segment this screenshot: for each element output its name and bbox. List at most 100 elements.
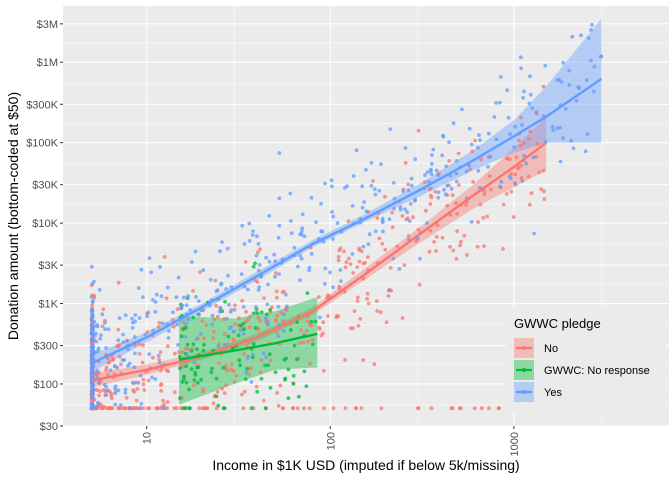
data-point — [405, 210, 409, 215]
data-point — [350, 204, 355, 208]
data-point — [297, 394, 301, 399]
data-point — [337, 286, 342, 291]
data-point — [390, 210, 394, 215]
data-point — [323, 181, 327, 186]
data-point — [248, 365, 253, 370]
grid-minor — [63, 6, 669, 426]
data-point — [232, 308, 237, 312]
data-point — [175, 307, 180, 312]
data-point — [343, 185, 347, 190]
data-point — [189, 349, 194, 353]
data-point — [509, 189, 514, 194]
data-point — [309, 195, 314, 200]
data-point — [133, 351, 137, 356]
data-point — [354, 406, 358, 411]
data-point — [410, 183, 414, 188]
data-point — [330, 184, 334, 189]
data-point — [361, 358, 365, 362]
data-point — [201, 268, 206, 272]
data-point — [314, 220, 318, 225]
data-point — [159, 382, 164, 386]
data-point — [465, 253, 469, 257]
data-point — [598, 54, 603, 59]
data-point — [165, 400, 170, 404]
data-point — [262, 296, 266, 300]
data-point — [498, 75, 503, 79]
data-point — [140, 295, 145, 299]
data-point — [386, 294, 391, 298]
data-point — [145, 330, 150, 334]
data-point — [113, 391, 117, 396]
data-point — [211, 336, 216, 340]
data-point — [448, 244, 452, 249]
data-point — [258, 318, 263, 323]
data-point — [241, 327, 246, 332]
data-point — [221, 317, 226, 322]
data-point — [406, 234, 411, 238]
data-point — [170, 318, 175, 322]
data-point — [231, 329, 236, 334]
data-point — [258, 370, 263, 375]
data-point — [251, 264, 256, 269]
data-point — [97, 393, 101, 398]
data-point — [166, 369, 171, 374]
data-point — [464, 203, 468, 207]
data-point — [193, 249, 198, 254]
data-point — [156, 325, 161, 329]
data-point — [94, 339, 99, 344]
data-point — [268, 307, 272, 312]
data-point — [416, 128, 421, 133]
data-point — [90, 386, 95, 391]
data-point — [518, 143, 523, 148]
data-point — [430, 153, 434, 158]
data-point — [281, 406, 285, 411]
data-point — [297, 278, 302, 283]
data-point — [256, 316, 261, 320]
scatter-points — [89, 22, 604, 411]
data-point — [567, 68, 571, 73]
data-point — [402, 263, 407, 267]
data-point — [494, 137, 499, 142]
data-point — [256, 250, 260, 255]
data-point — [501, 202, 506, 207]
data-point — [258, 247, 262, 252]
data-point — [331, 406, 336, 411]
data-point — [92, 279, 96, 284]
data-point — [141, 343, 145, 348]
data-point — [348, 262, 353, 266]
data-point — [153, 300, 158, 304]
data-point — [296, 264, 300, 269]
data-point — [275, 391, 279, 395]
data-point — [273, 275, 277, 279]
data-point — [240, 392, 244, 397]
data-point — [183, 346, 188, 351]
data-point — [424, 208, 428, 213]
data-point — [253, 326, 258, 330]
data-point — [429, 406, 434, 411]
data-point — [208, 303, 212, 308]
data-point — [261, 351, 266, 356]
data-point — [115, 365, 119, 370]
data-point — [457, 406, 462, 411]
data-point — [222, 332, 227, 337]
data-point — [454, 179, 459, 184]
data-point — [286, 367, 291, 372]
data-point — [558, 125, 562, 130]
data-point — [181, 295, 186, 300]
data-point — [359, 249, 364, 254]
data-point — [476, 145, 480, 150]
data-point — [436, 190, 441, 195]
data-point — [242, 284, 247, 289]
data-point — [249, 380, 254, 384]
data-point — [229, 362, 234, 367]
data-point — [319, 201, 323, 206]
data-point — [202, 336, 206, 340]
data-point — [361, 244, 366, 249]
data-point — [522, 141, 526, 146]
data-point — [508, 132, 512, 137]
data-point — [458, 243, 462, 248]
data-point — [89, 264, 94, 269]
data-point — [184, 364, 189, 369]
data-point — [241, 305, 246, 309]
